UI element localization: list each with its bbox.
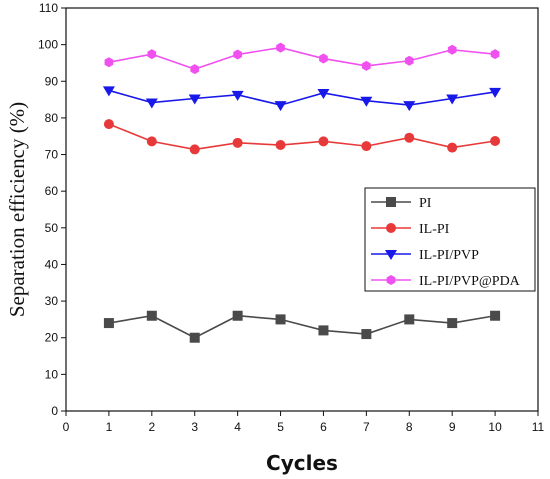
series-il-pi	[103, 119, 501, 155]
legend-label: PI	[419, 196, 432, 211]
series-line	[108, 123, 496, 151]
x-tick-label: 1	[106, 420, 113, 434]
data-point	[190, 64, 200, 75]
data-point	[274, 101, 287, 112]
legend-label: IL-PI	[419, 222, 450, 237]
y-tick-label: 30	[45, 294, 59, 308]
legend-entry: IL-PI/PVP@PDA	[371, 274, 521, 289]
data-point	[232, 137, 243, 148]
data-point	[386, 223, 396, 233]
data-point	[386, 197, 396, 207]
data-point	[446, 94, 459, 105]
data-point	[490, 310, 501, 321]
x-tick-label: 0	[63, 420, 70, 434]
x-tick-label: 3	[191, 420, 198, 434]
data-point	[386, 275, 396, 285]
data-point	[385, 250, 397, 260]
data-point	[447, 44, 457, 55]
x-tick-label: 10	[488, 420, 502, 434]
data-point	[403, 101, 416, 112]
x-tick-label: 7	[363, 420, 370, 434]
data-point	[404, 55, 414, 66]
data-point	[276, 42, 285, 53]
x-tick-label: 9	[449, 420, 456, 434]
y-tick-label: 100	[38, 38, 58, 52]
y-axis-label: Separation efficiency (%)	[5, 102, 29, 317]
data-point	[189, 332, 200, 343]
y-tick-label: 20	[45, 331, 59, 345]
data-point	[146, 310, 157, 321]
series-il-pi-pvp-pda	[104, 42, 500, 75]
data-point	[188, 94, 201, 105]
series-il-pi-pvp	[102, 86, 502, 112]
data-point	[233, 49, 242, 60]
data-point	[103, 119, 114, 130]
plot-frame	[65, 7, 539, 412]
series-pi	[103, 310, 501, 343]
legend-label: IL-PI/PVP@PDA	[419, 274, 521, 289]
legend: PI IL-PI IL-PI/PVP IL-PI/PVP@PDA	[364, 187, 536, 292]
y-tick-label: 60	[45, 184, 59, 198]
series-line	[108, 314, 496, 339]
x-tick-label: 6	[320, 420, 327, 434]
data-point	[232, 310, 243, 321]
series-line	[108, 89, 496, 106]
y-tick-label: 10	[45, 367, 59, 381]
data-point	[447, 318, 458, 329]
data-point	[361, 141, 372, 152]
x-axis-label: Cycles	[266, 451, 338, 475]
data-point	[275, 140, 286, 151]
legend-entry: IL-PI/PVP	[371, 248, 479, 263]
data-point	[447, 142, 458, 153]
y-tick-label: 80	[45, 111, 59, 125]
x-tick-label: 5	[277, 420, 284, 434]
data-point	[102, 86, 115, 97]
y-tick-label: 50	[45, 221, 59, 235]
data-point	[145, 98, 158, 109]
data-point	[362, 60, 371, 71]
data-point	[146, 136, 157, 147]
data-point	[404, 314, 415, 325]
x-tick-label: 8	[406, 420, 413, 434]
y-tick-label: 0	[51, 404, 58, 418]
series-line	[108, 46, 496, 71]
series-layer	[102, 42, 502, 343]
x-tick-label: 2	[148, 420, 155, 434]
data-point	[318, 136, 329, 147]
y-tick-label: 110	[39, 1, 58, 15]
legend-entry: PI	[371, 196, 432, 211]
data-point	[404, 132, 415, 143]
x-tick-label: 11	[532, 420, 545, 434]
y-tick-label: 40	[45, 257, 59, 271]
legend-label: IL-PI/PVP	[419, 248, 479, 263]
data-point	[317, 88, 330, 99]
data-point	[103, 318, 114, 329]
data-point	[489, 87, 502, 98]
data-point	[147, 49, 157, 60]
y-tick-label: 90	[45, 74, 59, 88]
data-point	[189, 144, 200, 155]
data-point	[490, 135, 501, 146]
data-point	[361, 329, 372, 340]
x-tick-label: 4	[234, 420, 241, 434]
data-point	[104, 57, 114, 68]
data-point	[231, 90, 244, 101]
data-point	[360, 96, 373, 107]
data-point	[275, 314, 286, 325]
data-point	[319, 53, 328, 64]
y-tick-label: 70	[45, 148, 59, 162]
data-point	[490, 49, 500, 60]
legend-entry: IL-PI	[371, 222, 450, 237]
data-point	[318, 325, 329, 336]
